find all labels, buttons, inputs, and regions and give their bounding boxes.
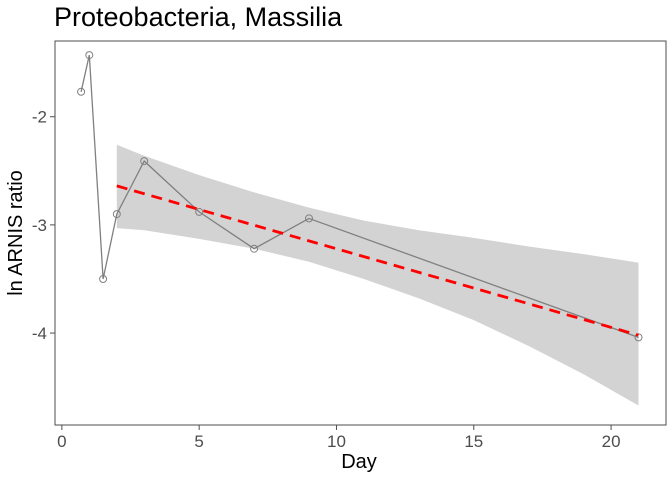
data-point — [305, 214, 313, 223]
data-point — [77, 87, 86, 96]
x-tick-label: 0 — [57, 432, 66, 451]
confidence-band — [116, 144, 639, 406]
chart-title: Proteobacteria, Massilia — [54, 2, 343, 32]
plot-border — [54, 40, 667, 426]
x-axis-label: Day — [341, 451, 377, 473]
x-tick-label: 10 — [327, 432, 346, 451]
axes: 0 5 10 15 20 -2 -3 -4 — [32, 108, 621, 451]
data-point — [85, 51, 94, 60]
x-tick-label: 20 — [602, 432, 621, 451]
data-point — [140, 157, 149, 166]
series-line — [80, 54, 639, 339]
data-point — [112, 210, 121, 219]
x-tick-label: 5 — [194, 432, 203, 451]
x-tick-label: 15 — [464, 432, 483, 451]
y-tick-label: -3 — [32, 216, 47, 235]
y-tick-label: -2 — [32, 108, 47, 127]
data-point — [99, 275, 108, 283]
data-point — [195, 207, 204, 216]
y-axis-label: ln ARNIS ratio — [5, 170, 27, 296]
y-tick-label: -4 — [32, 324, 47, 343]
data-point — [250, 244, 259, 253]
trend-line — [116, 184, 639, 337]
plot-area — [77, 51, 643, 406]
